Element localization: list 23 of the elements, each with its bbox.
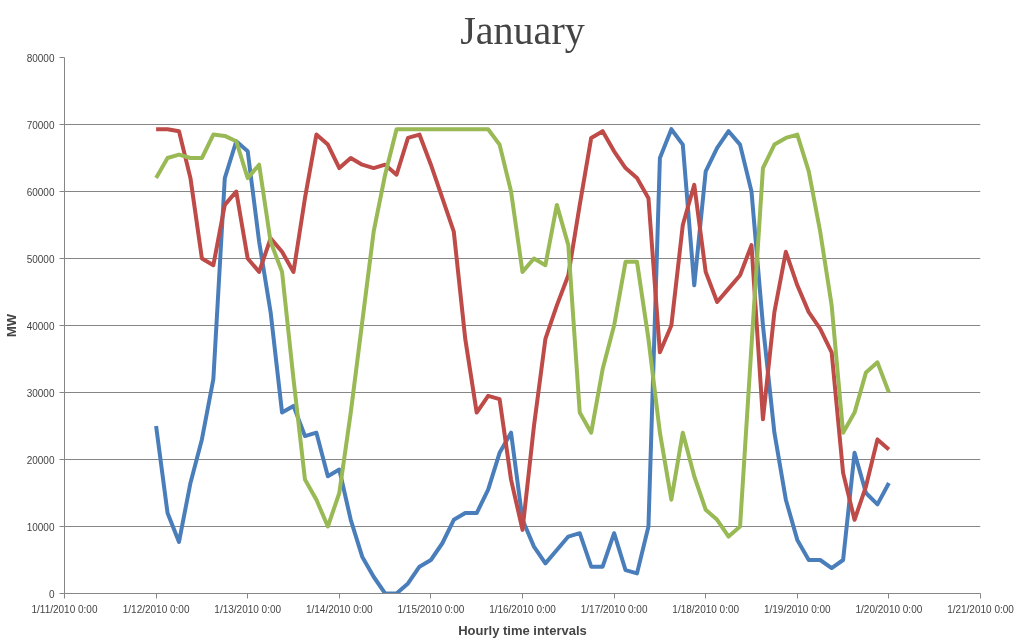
x-tick-label: 1/15/2010 0:00 [397,603,465,615]
x-tick-label: 1/18/2010 0:00 [672,603,740,615]
y-axis-title: MW [3,313,19,338]
x-tick-label: 1/11/2010 0:00 [31,603,98,615]
y-tick-label: 0 [48,588,55,600]
y-tick-label: 20000 [26,454,55,466]
x-tick-label: 1/13/2010 0:00 [214,603,282,615]
y-tick-label: 80000 [26,52,55,64]
x-axis-title: Hourly time intervals [458,622,587,638]
y-tick-label: 70000 [26,119,55,131]
x-tick-label: 1/19/2010 0:00 [763,603,832,615]
x-tick-label: 1/14/2010 0:00 [305,603,374,615]
x-tick-label: 1/12/2010 0:00 [122,603,190,615]
y-tick-label: 40000 [26,320,55,332]
x-tick-label: 1/17/2010 0:00 [580,603,648,615]
x-tick-label: 1/20/2010 0:00 [855,603,923,615]
x-tick-label: 1/21/2010 0:00 [947,603,1015,615]
y-tick-label: 60000 [26,186,55,198]
y-tick-label: 10000 [26,521,55,533]
y-tick-label: 50000 [26,253,55,265]
chart-title: January [460,7,585,53]
y-tick-label: 30000 [26,387,55,399]
x-tick-label: 1/16/2010 0:00 [489,603,557,615]
